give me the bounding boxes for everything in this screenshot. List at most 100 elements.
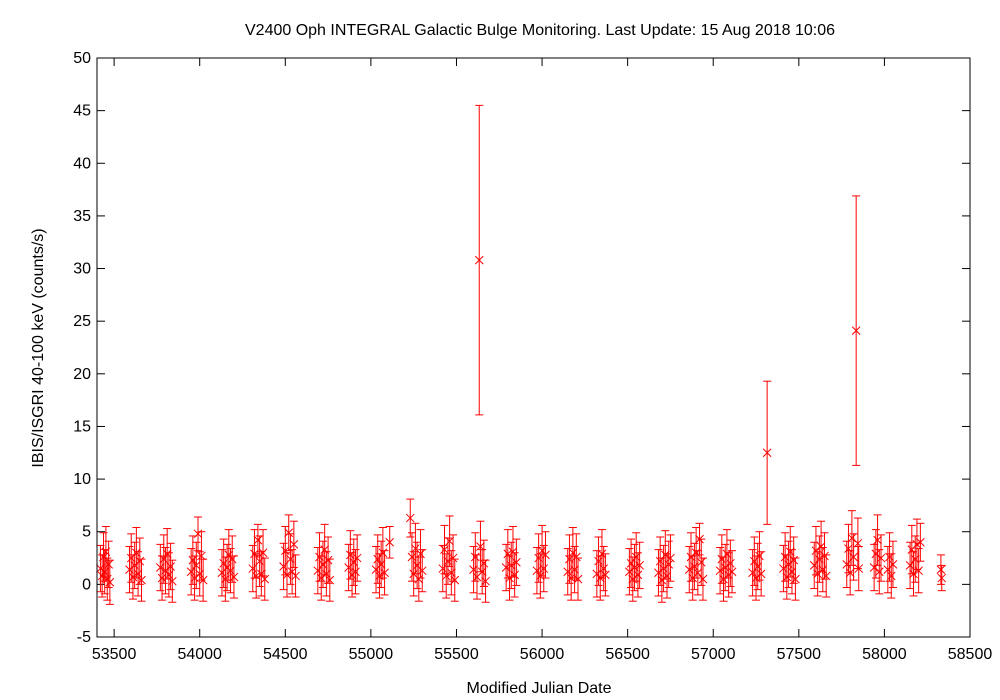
data-point [159, 534, 169, 584]
x-marker [886, 571, 896, 581]
data-point [251, 553, 261, 599]
x-marker [916, 537, 925, 547]
x-marker [748, 568, 757, 578]
x-marker [190, 573, 199, 583]
x-tick-label: 58000 [862, 646, 907, 663]
x-marker [137, 575, 146, 585]
x-marker [481, 576, 490, 586]
x-marker [373, 554, 383, 564]
data-point [787, 549, 797, 595]
x-marker [910, 554, 920, 564]
x-marker [847, 533, 857, 543]
x-marker [417, 566, 427, 576]
data-point [813, 551, 823, 597]
data-point [137, 558, 146, 602]
data-point [532, 547, 542, 595]
data-point [626, 538, 636, 589]
data-point [130, 541, 140, 590]
x-marker [286, 554, 295, 564]
x-marker [438, 564, 448, 573]
data-point [756, 551, 766, 597]
data-point [821, 554, 831, 598]
data-points [96, 104, 947, 605]
data-point [227, 535, 237, 583]
y-tick-label: -5 [77, 629, 91, 646]
x-marker [219, 558, 229, 568]
data-point [717, 534, 727, 584]
x-marker [510, 570, 520, 580]
x-marker [914, 566, 924, 576]
x-marker [260, 574, 270, 584]
data-point [258, 529, 268, 577]
data-point [725, 539, 735, 587]
x-axis-ticks: 53500 54000 54500 55000 55500 56000 56500 57000… [92, 58, 992, 663]
data-point [512, 538, 521, 586]
x-marker [405, 513, 415, 523]
data-point [291, 554, 300, 598]
data-point [479, 539, 489, 587]
x-tick-label: 58500 [948, 646, 993, 663]
data-point [510, 552, 520, 598]
x-marker [784, 560, 793, 569]
x-tick-label: 57000 [691, 646, 736, 663]
data-point [888, 540, 898, 589]
x-marker [755, 551, 764, 561]
x-marker [349, 557, 359, 567]
x-marker [291, 571, 300, 581]
x-marker [625, 567, 634, 577]
data-point [715, 547, 725, 595]
x-marker [753, 562, 763, 571]
x-marker [380, 568, 389, 578]
data-point [248, 544, 258, 593]
x-marker [322, 569, 331, 579]
data-point [438, 544, 448, 593]
x-marker [869, 563, 879, 572]
data-point [474, 104, 484, 416]
data-point [568, 527, 578, 579]
data-point [854, 545, 864, 592]
x-marker [375, 571, 384, 581]
x-marker [628, 574, 638, 584]
x-marker [626, 558, 636, 568]
data-point [762, 380, 772, 525]
data-point [727, 550, 737, 594]
data-point [748, 549, 757, 597]
x-marker [842, 560, 852, 569]
x-marker [345, 550, 355, 560]
x-marker [162, 549, 172, 559]
x-marker [287, 567, 297, 577]
x-marker [660, 550, 670, 560]
data-point [450, 558, 460, 602]
data-point [657, 557, 667, 603]
x-marker [909, 569, 918, 579]
data-point [380, 550, 389, 596]
x-marker [224, 550, 234, 560]
x-marker [289, 540, 299, 549]
data-point [405, 498, 415, 538]
data-point [352, 534, 362, 582]
data-point [820, 532, 829, 580]
x-marker [654, 568, 663, 578]
x-marker [407, 552, 417, 562]
data-point [133, 551, 143, 597]
y-tick-label: 30 [73, 261, 91, 278]
data-point [318, 540, 328, 589]
data-point [315, 532, 324, 582]
x-marker [905, 561, 915, 570]
data-point [749, 536, 759, 586]
x-tick-label: 57500 [777, 646, 822, 663]
data-point [378, 527, 388, 579]
y-axis-ticks: -5 0 5 10 15 20 25 30 35 40 45 50 [73, 50, 970, 646]
data-point [164, 552, 174, 598]
data-point [162, 528, 172, 580]
y-tick-label: 25 [73, 313, 91, 330]
data-point [255, 535, 264, 587]
x-marker [512, 557, 521, 567]
x-marker [318, 560, 328, 569]
y-tick-label: 5 [82, 524, 91, 541]
x-marker [693, 568, 703, 578]
x-marker [166, 562, 175, 571]
x-marker [541, 550, 550, 560]
x-marker [414, 574, 424, 584]
data-point [815, 535, 824, 583]
